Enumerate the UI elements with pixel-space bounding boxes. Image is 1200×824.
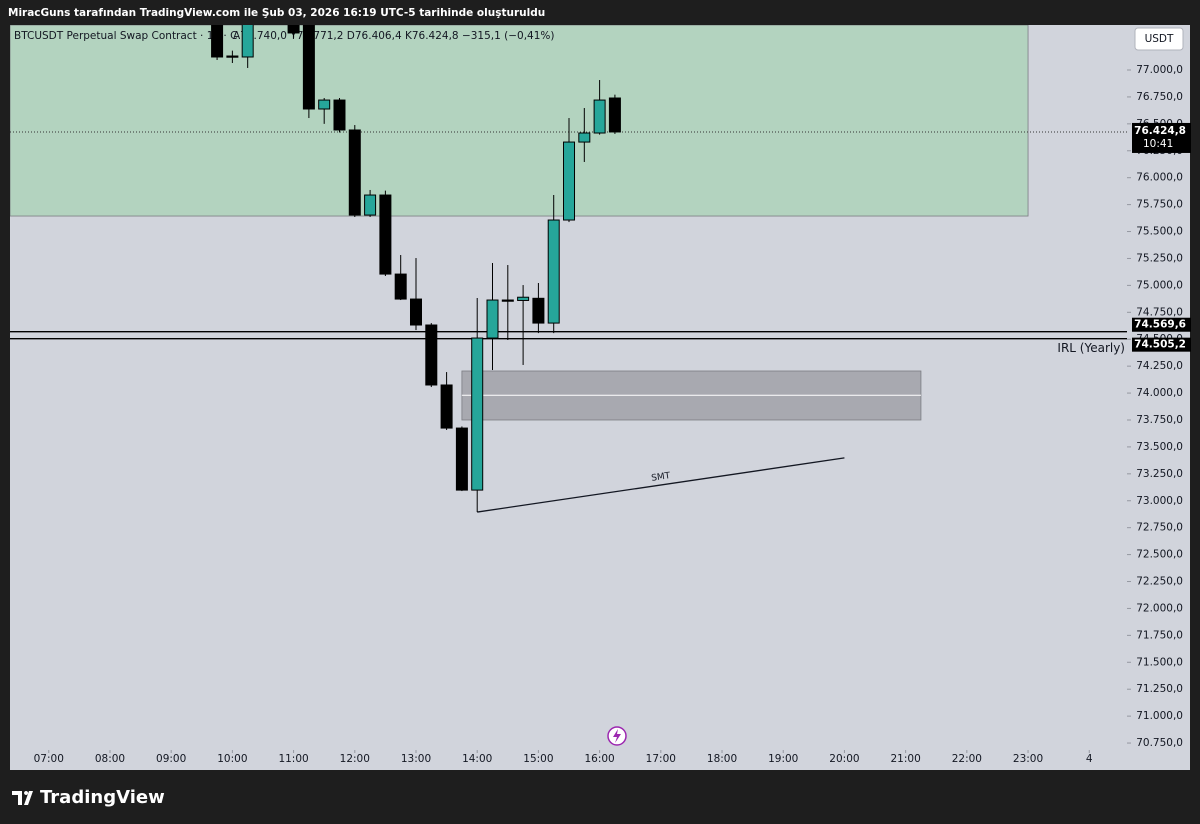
y-tick-label: 71.500,0 bbox=[1136, 656, 1183, 668]
countdown: 10:41 bbox=[1143, 138, 1173, 150]
level-tag-label: 74.569,6 bbox=[1134, 319, 1186, 331]
header-text: MiracGuns tarafından TradingView.com ile… bbox=[8, 7, 545, 19]
x-tick-label: 10:00 bbox=[217, 753, 247, 765]
candle-body bbox=[425, 324, 438, 386]
candle-body bbox=[517, 296, 530, 301]
x-tick-label: 15:00 bbox=[523, 753, 553, 765]
x-tick-label: 23:00 bbox=[1013, 753, 1043, 765]
last-price-tag bbox=[1132, 122, 1191, 153]
y-tick-label: 75.500,0 bbox=[1136, 226, 1183, 238]
y-tick-label: 73.000,0 bbox=[1136, 495, 1183, 507]
y-tick-label: 72.500,0 bbox=[1136, 549, 1183, 561]
candle-body bbox=[563, 141, 576, 221]
candle-body bbox=[578, 132, 591, 143]
level-tag bbox=[1132, 317, 1191, 332]
legend-ohlc: A76.740,0 Y76.771,2 D76.406,4 K76.424,8 … bbox=[233, 30, 555, 42]
level-tag bbox=[1132, 337, 1191, 352]
level-tag-label: 74.505,2 bbox=[1134, 339, 1186, 351]
x-tick-label: 09:00 bbox=[156, 753, 186, 765]
candle-body bbox=[364, 194, 377, 216]
footer-logo bbox=[12, 791, 33, 805]
y-tick-label: 73.250,0 bbox=[1136, 468, 1183, 480]
candle-body bbox=[608, 97, 621, 133]
y-tick-label: 72.000,0 bbox=[1136, 602, 1183, 614]
currency-label[interactable]: USDT bbox=[1145, 33, 1174, 45]
y-tick-label: 76.000,0 bbox=[1136, 172, 1183, 184]
x-tick-label: 18:00 bbox=[707, 753, 737, 765]
candle-body bbox=[547, 219, 560, 324]
candle-body bbox=[333, 99, 346, 131]
x-tick-label: 19:00 bbox=[768, 753, 798, 765]
y-tick-label: 77.000,0 bbox=[1136, 64, 1183, 76]
level-text: IRL (Yearly) bbox=[1057, 341, 1125, 355]
y-tick-label: 74.000,0 bbox=[1136, 387, 1183, 399]
x-tick-label: 4 bbox=[1086, 753, 1093, 765]
x-tick-label: 07:00 bbox=[34, 753, 64, 765]
y-tick-label: 73.500,0 bbox=[1136, 441, 1183, 453]
x-tick-label: 12:00 bbox=[340, 753, 370, 765]
y-tick-label: 71.000,0 bbox=[1136, 710, 1183, 722]
x-tick-label: 16:00 bbox=[584, 753, 614, 765]
y-tick-label: 70.750,0 bbox=[1136, 737, 1183, 749]
y-tick-label: 75.000,0 bbox=[1136, 279, 1183, 291]
y-tick-label: 72.750,0 bbox=[1136, 522, 1183, 534]
candle-body bbox=[348, 129, 361, 216]
y-tick-label: 75.250,0 bbox=[1136, 252, 1183, 264]
candle-body bbox=[287, 25, 300, 34]
last-price-label: 76.424,8 bbox=[1134, 125, 1186, 137]
currency-button[interactable] bbox=[1134, 27, 1184, 51]
y-tick-label: 76.750,0 bbox=[1136, 91, 1183, 103]
y-tick-label: 73.750,0 bbox=[1136, 414, 1183, 426]
y-tick-label: 74.250,0 bbox=[1136, 360, 1183, 372]
candle-body bbox=[486, 299, 499, 339]
y-tick-label: 75.750,0 bbox=[1136, 199, 1183, 211]
y-tick-label: 71.750,0 bbox=[1136, 629, 1183, 641]
legend-symbol: BTCUSDT Perpetual Swap Contract · 15 · C bbox=[14, 30, 237, 42]
footer-brand: TradingView bbox=[40, 787, 165, 808]
x-tick-label: 08:00 bbox=[95, 753, 125, 765]
candle-body bbox=[318, 99, 331, 110]
candle-body bbox=[440, 384, 453, 429]
x-tick-label: 14:00 bbox=[462, 753, 492, 765]
smt-label: SMT bbox=[651, 471, 672, 484]
y-tick-label: 71.250,0 bbox=[1136, 683, 1183, 695]
candle-body bbox=[241, 25, 254, 58]
candle-body bbox=[379, 194, 392, 275]
x-tick-label: 17:00 bbox=[646, 753, 676, 765]
x-tick-label: 11:00 bbox=[278, 753, 308, 765]
candle-body bbox=[226, 55, 239, 58]
candle-body bbox=[532, 297, 545, 324]
candle-body bbox=[394, 273, 407, 300]
smt-line bbox=[477, 457, 845, 513]
candle-body bbox=[455, 427, 468, 491]
x-tick-label: 13:00 bbox=[401, 753, 431, 765]
events-bolt bbox=[613, 729, 621, 743]
y-tick-label: 72.250,0 bbox=[1136, 576, 1183, 588]
candle-body bbox=[302, 25, 315, 110]
zone bbox=[10, 25, 1029, 217]
candle-body bbox=[501, 299, 514, 302]
candle-body bbox=[211, 25, 224, 58]
candle-body bbox=[471, 337, 484, 491]
y-tick-label: 74.750,0 bbox=[1136, 306, 1183, 318]
x-tick-label: 20:00 bbox=[829, 753, 859, 765]
x-tick-label: 21:00 bbox=[891, 753, 921, 765]
x-tick-label: 22:00 bbox=[952, 753, 982, 765]
candle-body bbox=[593, 99, 606, 134]
candle-body bbox=[409, 298, 422, 326]
